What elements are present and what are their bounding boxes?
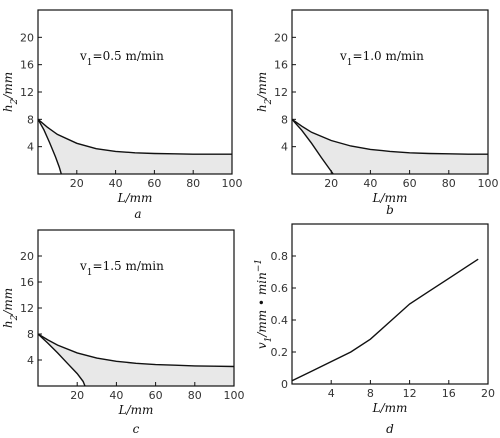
series-line-2 xyxy=(291,118,334,175)
x-tick-label: 4 xyxy=(328,387,335,400)
x-tick-label: 60 xyxy=(149,389,163,402)
y-tick-label: 20 xyxy=(20,250,34,263)
y-tick-label: 16 xyxy=(20,59,34,72)
x-tick-label: 60 xyxy=(147,177,161,190)
x-axis-label: L/mm xyxy=(117,191,153,205)
x-tick-label: 20 xyxy=(481,387,495,400)
x-tick-label: 40 xyxy=(109,177,123,190)
x-axis-label: L/mm xyxy=(372,401,408,415)
series-line-2 xyxy=(37,333,86,387)
x-tick-label: 60 xyxy=(403,177,417,190)
x-tick-label: 80 xyxy=(186,177,200,190)
x-tick-label: 20 xyxy=(70,389,84,402)
y-tick-label: 12 xyxy=(274,86,288,99)
shaded-region xyxy=(292,119,488,174)
annotation-label: v1=1.5 m/min xyxy=(79,259,164,278)
y-tick-label: 8 xyxy=(27,328,34,341)
series-line-1 xyxy=(37,118,232,155)
y-tick-label: 8 xyxy=(281,113,288,126)
shaded-region xyxy=(38,334,234,386)
x-tick-label: 12 xyxy=(403,387,417,400)
series-line-1 xyxy=(291,118,488,155)
y-axis-label: h2/mm xyxy=(1,288,20,328)
y-tick-label: 0 xyxy=(281,378,288,391)
y-tick-label: 20 xyxy=(274,31,288,44)
chart-panel-c: 20 40 60 80 100 4 8 12 16 20 L/mm h2/mm v1=1.5 m/min… xyxy=(1,229,245,436)
x-tick-label: 40 xyxy=(363,177,377,190)
y-tick-label: 0.6 xyxy=(271,282,289,295)
shaded-region xyxy=(38,119,232,174)
annotation-label: v1=1.0 m/min xyxy=(339,49,424,68)
x-axis-label: L/mm xyxy=(372,191,408,205)
y-tick-label: 12 xyxy=(20,302,34,315)
y-tick-label: 12 xyxy=(20,86,34,99)
y-tick-label: 20 xyxy=(20,31,34,44)
x-tick-label: 80 xyxy=(442,177,456,190)
y-axis-label: v1/mm • min−1 xyxy=(254,259,274,349)
y-tick-label: 16 xyxy=(20,276,34,289)
x-tick-label: 20 xyxy=(324,177,338,190)
panel-label: c xyxy=(133,422,140,436)
y-tick-label: 0.2 xyxy=(271,346,289,359)
x-tick-label: 40 xyxy=(109,389,123,402)
chart-panel-d: 4 8 12 16 20 0.2 0.4 0.6 0.8 0 L/mm v1/mm • min−1 d xyxy=(254,223,495,436)
x-tick-label: 8 xyxy=(367,387,374,400)
panel-label: a xyxy=(134,207,141,221)
panel-label: d xyxy=(386,422,394,436)
x-tick-label: 100 xyxy=(222,177,243,190)
y-tick-label: 4 xyxy=(281,141,288,154)
y-axis-label: h2/mm xyxy=(1,72,20,112)
series-line-1 xyxy=(37,333,235,368)
x-tick-label: 100 xyxy=(224,389,245,402)
series-line-2 xyxy=(37,118,62,175)
x-tick-label: 16 xyxy=(442,387,456,400)
x-tick-label: 20 xyxy=(70,177,84,190)
y-tick-label: 0.4 xyxy=(271,314,289,327)
x-tick-label: 80 xyxy=(188,389,202,402)
panel-label: b xyxy=(386,203,394,217)
y-tick-label: 4 xyxy=(27,141,34,154)
y-tick-label: 16 xyxy=(274,59,288,72)
y-tick-label: 0.8 xyxy=(271,250,289,263)
y-axis-label: h2/mm xyxy=(255,72,274,112)
x-axis-label: L/mm xyxy=(118,403,154,417)
x-tick-label: 100 xyxy=(478,177,499,190)
plot-frame xyxy=(291,223,489,385)
annotation-label: v1=0.5 m/min xyxy=(79,49,164,68)
y-tick-label: 8 xyxy=(27,113,34,126)
series-line-1 xyxy=(291,258,479,382)
y-tick-label: 4 xyxy=(27,354,34,367)
chart-panel-b: 20 40 60 80 100 4 8 12 16 20 L/mm h2/mm v1=1.0 m/min… xyxy=(255,9,499,217)
chart-panel-a: 20 40 60 80 100 4 8 12 16 20 L/mm h2/mm v1=0.5 m/min… xyxy=(1,9,243,221)
